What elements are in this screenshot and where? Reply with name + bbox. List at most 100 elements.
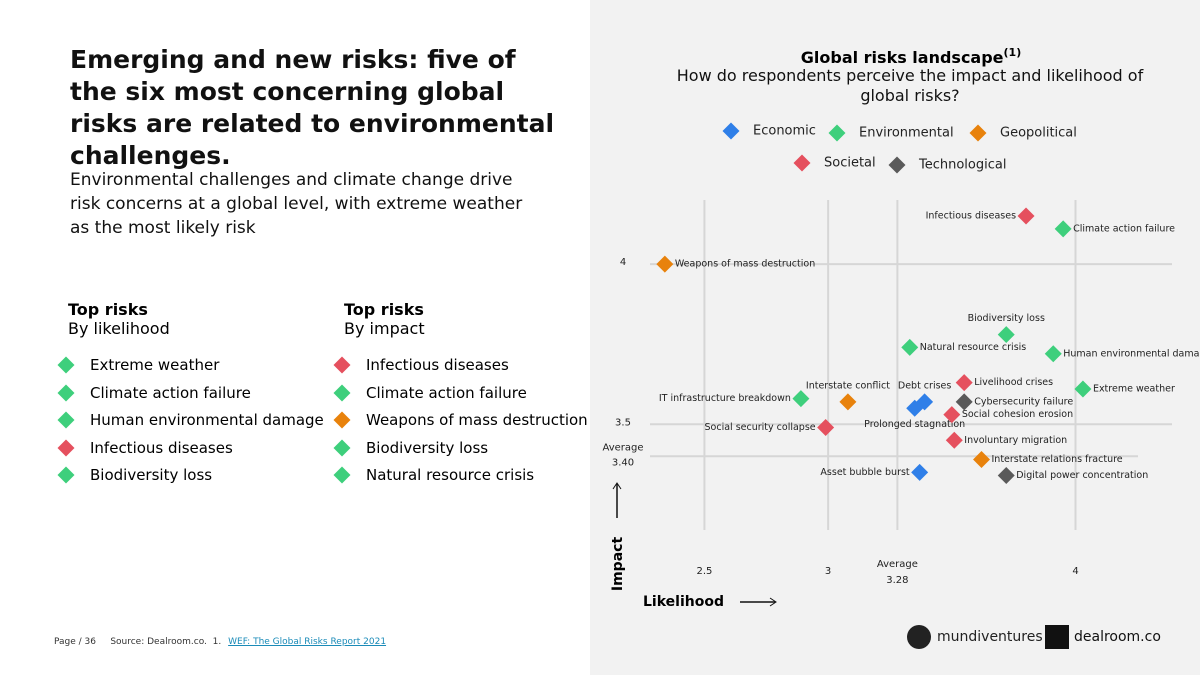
item-text: Extreme weather <box>90 356 220 374</box>
item-marker <box>333 439 351 456</box>
data-point <box>1044 345 1062 363</box>
legend-label: Societal <box>824 156 876 171</box>
point-label: Asset bubble burst <box>820 467 910 478</box>
item-marker <box>333 411 351 429</box>
point-label: Extreme weather <box>1093 384 1175 395</box>
x-arrow-head <box>769 597 777 607</box>
item-marker <box>333 384 351 401</box>
point-label: Interstate relations fracture <box>992 454 1123 465</box>
list-item: Climate action failure <box>333 383 588 412</box>
point-label: Weapons of mass destruction <box>675 259 815 270</box>
legend-label: Geopolitical <box>1000 126 1077 141</box>
risk-list: Top risks By likelihood Extreme weather Cli… <box>57 300 324 494</box>
point-label: Infectious diseases <box>926 211 1016 222</box>
item-marker <box>57 356 75 374</box>
list-title: Top risks <box>68 300 148 319</box>
data-point <box>901 338 919 356</box>
item-marker <box>333 356 351 374</box>
item-text: Infectious diseases <box>90 438 233 457</box>
point-label: Social security collapse <box>705 422 816 433</box>
logo-dealroom: dealroom.co <box>1045 625 1161 649</box>
data-point <box>955 393 973 411</box>
point-label: Social cohesion erosion <box>962 409 1073 420</box>
point-label: IT infrastructure breakdown <box>659 393 791 404</box>
y-tick-label: 4 <box>620 257 626 268</box>
page-subtitle: Environmental challenges and climate cha… <box>70 170 523 238</box>
data-point <box>997 326 1015 344</box>
list-item: Biodiversity loss <box>333 438 588 467</box>
list-item: Human environmental damage <box>57 411 324 439</box>
y-tick-label: 3.5 <box>615 417 631 428</box>
average-label: Average <box>877 559 918 570</box>
note-number: 1. <box>212 637 222 647</box>
logo-text: dealroom.co <box>1074 629 1161 645</box>
chart-title-note: (1) <box>1004 46 1022 59</box>
point-label: Biodiversity loss <box>968 313 1045 324</box>
data-point <box>839 393 857 411</box>
list-item: Weapons of mass destruction <box>333 411 588 439</box>
point-label: Involuntary migration <box>964 435 1067 446</box>
list-item: Biodiversity loss <box>57 466 324 494</box>
data-point <box>1074 380 1092 398</box>
data-point <box>817 418 835 436</box>
legend-label: Environmental <box>859 126 954 141</box>
item-marker <box>57 384 75 401</box>
x-axis-label: Likelihood <box>643 594 724 610</box>
page-title: Emerging and new risks: five of the six … <box>70 45 555 170</box>
data-point <box>906 399 924 417</box>
data-point <box>955 374 973 392</box>
data-point <box>1054 220 1072 238</box>
item-marker <box>333 466 351 484</box>
page-number: Page / 36 <box>54 637 96 647</box>
logo-icon <box>907 625 931 649</box>
source: Source: Dealroom.co. <box>110 637 207 647</box>
item-text: Biodiversity loss <box>366 438 489 457</box>
chart: Global risks landscape(1) How do respond… <box>602 46 1200 649</box>
item-marker <box>57 411 75 429</box>
data-point <box>945 431 963 449</box>
list-item: Infectious diseases <box>333 356 588 384</box>
list-item: Extreme weather <box>57 356 324 384</box>
item-marker <box>57 466 75 484</box>
risk-list: Top risks By impact Infectious diseases Cli… <box>333 300 588 494</box>
data-point <box>1017 207 1035 225</box>
list-item: Infectious diseases <box>57 438 324 467</box>
point-label: Natural resource crisis <box>920 342 1027 353</box>
x-tick-label: 2.5 <box>696 566 712 577</box>
y-axis-label: Impact <box>610 537 626 592</box>
footer: Page / 36 Source: Dealroom.co. 1. WEF: T… <box>54 637 386 647</box>
chart-panel <box>590 0 1200 675</box>
data-point <box>943 406 961 424</box>
chart-subtitle: How do respondents perceive the impact a… <box>676 66 1144 105</box>
point-label: Climate action failure <box>1073 223 1175 234</box>
data-point <box>997 467 1015 485</box>
note-link[interactable]: WEF: The Global Risks Report 2021 <box>228 637 387 647</box>
average-value: 3.28 <box>886 575 908 586</box>
point-label: Human environmental damage <box>1063 348 1200 359</box>
list-item: Climate action failure <box>57 383 324 412</box>
average-label: Average <box>602 442 643 453</box>
item-text: Infectious diseases <box>366 356 509 374</box>
item-text: Climate action failure <box>366 383 527 402</box>
y-arrow-head <box>612 482 622 490</box>
item-text: Climate action failure <box>90 383 251 402</box>
chart-title: Global risks landscape <box>801 48 1004 67</box>
legend-marker <box>828 124 846 142</box>
point-label: Debt crises <box>898 380 951 391</box>
list-subtitle: By impact <box>344 319 425 338</box>
logo-text: mundiventures <box>937 629 1043 645</box>
item-marker <box>57 439 75 456</box>
list-title: Top risks <box>344 300 424 319</box>
legend-marker <box>722 122 740 140</box>
logo-icon <box>1045 625 1069 649</box>
logo-mundi: mundiventures <box>907 625 1043 649</box>
legend-marker <box>969 124 987 142</box>
list-item: Natural resource crisis <box>333 466 588 494</box>
point-label: Prolonged stagnation <box>864 419 965 430</box>
data-point <box>792 390 810 408</box>
chart-title-wrap: Global risks landscape(1) <box>801 46 1022 67</box>
item-text: Natural resource crisis <box>366 466 535 484</box>
legend-marker <box>888 156 906 174</box>
data-point <box>911 463 929 481</box>
